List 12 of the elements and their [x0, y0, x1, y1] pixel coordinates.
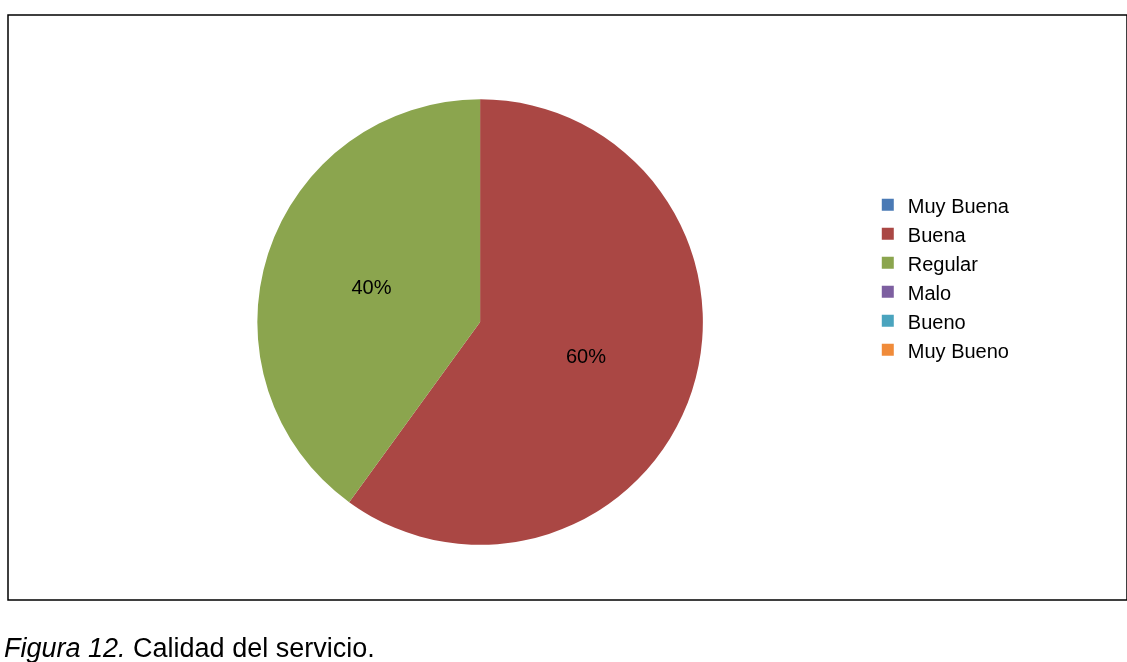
legend-label: Muy Buena: [907, 194, 1010, 217]
text: Figura 12.: [4, 633, 126, 662]
legend-label: Bueno: [907, 310, 966, 333]
text: Calidad del servicio.: [133, 633, 375, 662]
legend-label: Buena: [907, 223, 967, 246]
legend-label: Regular: [907, 252, 979, 275]
data-label: 40%: [351, 275, 392, 298]
pie-slice: [257, 99, 481, 503]
data-label: 60%: [565, 345, 607, 368]
legend-label: Malo: [907, 281, 952, 304]
legend-label: Muy Bueno: [907, 339, 1009, 362]
pie-slice: [349, 99, 703, 545]
